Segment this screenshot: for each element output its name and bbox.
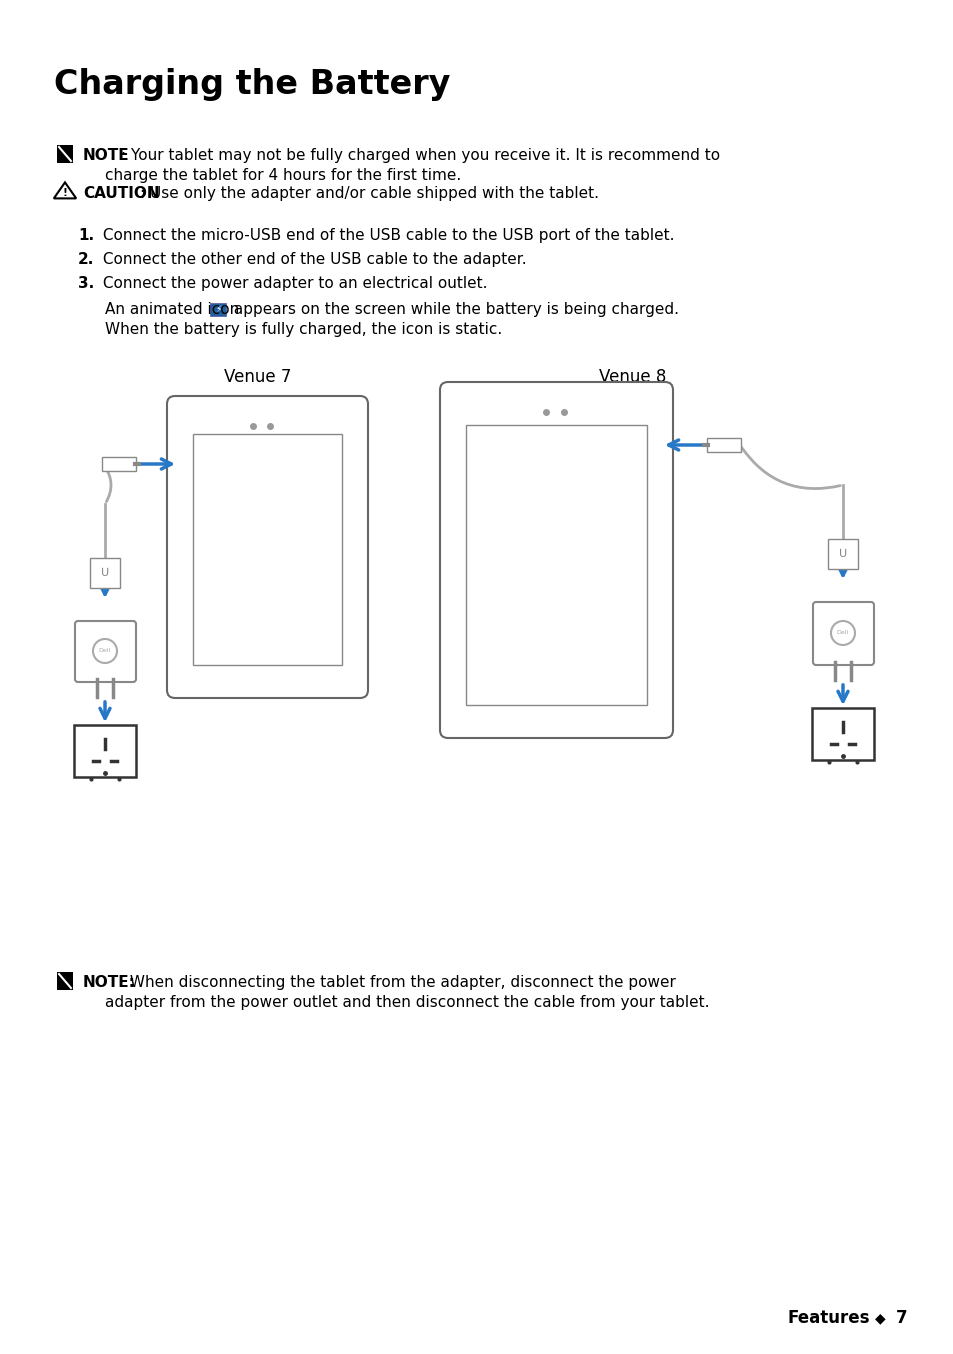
Bar bbox=[193, 435, 341, 665]
Text: ᑌ: ᑌ bbox=[838, 548, 846, 559]
Text: : Use only the adapter and/or cable shipped with the tablet.: : Use only the adapter and/or cable ship… bbox=[140, 185, 598, 200]
Text: Charging the Battery: Charging the Battery bbox=[54, 68, 450, 102]
Text: Venue 8: Venue 8 bbox=[598, 368, 666, 386]
Text: 3.: 3. bbox=[78, 276, 94, 291]
Polygon shape bbox=[53, 183, 76, 199]
Text: An animated icon: An animated icon bbox=[105, 302, 244, 317]
Polygon shape bbox=[57, 145, 73, 162]
Text: ⚡: ⚡ bbox=[214, 305, 221, 314]
Text: !: ! bbox=[63, 188, 68, 198]
Text: 7: 7 bbox=[895, 1309, 906, 1327]
Text: 2.: 2. bbox=[78, 252, 94, 267]
Bar bbox=[811, 708, 873, 760]
Text: Connect the micro-USB end of the USB cable to the USB port of the tablet.: Connect the micro-USB end of the USB cab… bbox=[98, 227, 674, 242]
Text: 1.: 1. bbox=[78, 227, 94, 242]
Text: NOTE:: NOTE: bbox=[83, 975, 135, 990]
FancyBboxPatch shape bbox=[90, 558, 120, 588]
Text: Venue 7: Venue 7 bbox=[224, 368, 292, 386]
Text: : Your tablet may not be fully charged when you receive it. It is recommend to: : Your tablet may not be fully charged w… bbox=[121, 148, 720, 162]
Text: charge the tablet for 4 hours for the first time.: charge the tablet for 4 hours for the fi… bbox=[105, 168, 460, 183]
Text: Connect the other end of the USB cable to the adapter.: Connect the other end of the USB cable t… bbox=[98, 252, 526, 267]
Polygon shape bbox=[57, 972, 73, 990]
Text: CAUTION: CAUTION bbox=[83, 185, 159, 200]
Text: When disconnecting the tablet from the adapter, disconnect the power: When disconnecting the tablet from the a… bbox=[125, 975, 675, 990]
FancyBboxPatch shape bbox=[167, 395, 368, 699]
FancyBboxPatch shape bbox=[102, 458, 136, 471]
FancyBboxPatch shape bbox=[439, 382, 672, 738]
FancyBboxPatch shape bbox=[827, 539, 857, 569]
Text: ◆: ◆ bbox=[874, 1311, 884, 1326]
Text: adapter from the power outlet and then disconnect the cable from your tablet.: adapter from the power outlet and then d… bbox=[105, 995, 709, 1010]
Text: When the battery is fully charged, the icon is static.: When the battery is fully charged, the i… bbox=[105, 322, 501, 337]
Text: Features: Features bbox=[786, 1309, 869, 1327]
Bar bbox=[465, 425, 646, 705]
Text: Connect the power adapter to an electrical outlet.: Connect the power adapter to an electric… bbox=[98, 276, 487, 291]
Text: NOTE: NOTE bbox=[83, 148, 130, 162]
Bar bbox=[74, 724, 136, 777]
FancyBboxPatch shape bbox=[706, 437, 740, 452]
Text: ᑌ: ᑌ bbox=[101, 567, 109, 578]
FancyBboxPatch shape bbox=[812, 603, 873, 665]
Text: Dell: Dell bbox=[836, 631, 848, 635]
Text: appears on the screen while the battery is being charged.: appears on the screen while the battery … bbox=[229, 302, 679, 317]
FancyBboxPatch shape bbox=[75, 621, 136, 682]
Text: Dell: Dell bbox=[99, 649, 111, 654]
FancyBboxPatch shape bbox=[210, 303, 226, 315]
